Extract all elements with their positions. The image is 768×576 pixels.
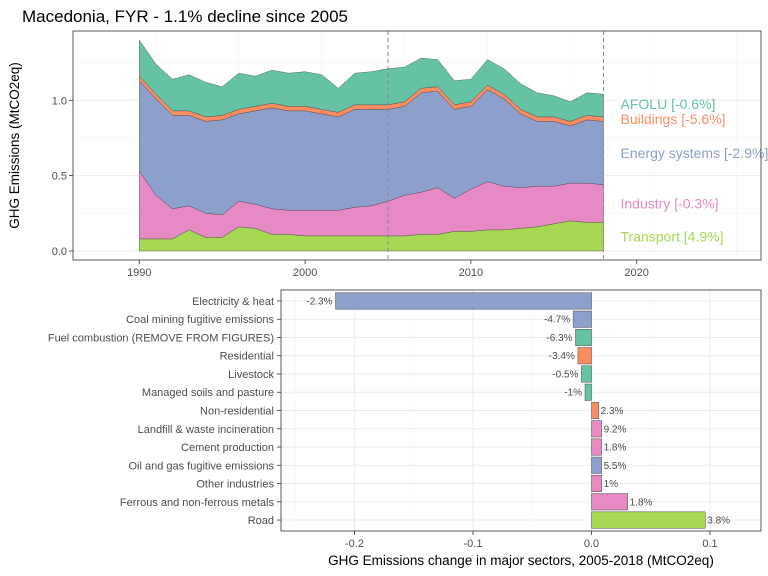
bottom-x-tick-label: -0.2 <box>345 538 364 550</box>
bar <box>591 402 599 419</box>
top-axis-ticks: 1990 2000 2010 2020 0.0 0.5 1.0 <box>52 95 649 279</box>
bottom-x-tick-label: -0.1 <box>464 538 483 550</box>
category-label: Other industries <box>196 479 274 491</box>
y-tick-label: 0.5 <box>52 171 67 183</box>
bar-data-label: -0.5% <box>552 369 578 380</box>
x-tick-label: 1990 <box>127 267 151 279</box>
bar-data-label: 3.8% <box>707 516 730 527</box>
bar-data-label: 2.3% <box>601 406 624 417</box>
bar <box>575 329 592 346</box>
bar-data-label: 1.8% <box>604 443 627 454</box>
series-label-buildings: Buildings [-5.6%] <box>621 111 726 127</box>
top-series-labels: Transport [4.9%] Industry [-0.3%] Energy s… <box>621 96 768 245</box>
bar <box>335 292 592 310</box>
y-tick-label: 0.0 <box>52 246 67 258</box>
category-label: Electricity & heat <box>192 296 274 308</box>
bar <box>591 511 706 529</box>
category-label: Cement production <box>181 442 274 454</box>
x-tick-label: 2000 <box>293 267 317 279</box>
bar <box>591 493 628 511</box>
series-label-afolu: AFOLU [-0.6%] <box>621 96 716 112</box>
category-label: Landfill & waste incineration <box>138 424 274 436</box>
bar-data-label: -6.3% <box>546 333 572 344</box>
x-tick-label: 2020 <box>624 267 648 279</box>
y-tick-label: 1.0 <box>52 95 67 107</box>
top-area-layers <box>139 39 604 252</box>
bar-data-label: 5.5% <box>604 461 627 472</box>
series-label-transport: Transport [4.9%] <box>621 229 724 245</box>
series-label-industry: Industry [-0.3%] <box>621 196 719 212</box>
bar-data-label: -4.7% <box>544 315 570 326</box>
category-label: Managed soils and pasture <box>142 387 274 399</box>
chart-title: Macedonia, FYR - 1.1% decline since 2005 <box>22 7 348 26</box>
x-tick-label: 2010 <box>459 267 483 279</box>
category-label: Road <box>248 515 274 527</box>
bar <box>591 438 602 456</box>
bar <box>572 310 592 328</box>
bar-data-label: -2.3% <box>306 296 332 307</box>
category-label: Coal mining fugitive emissions <box>126 314 274 326</box>
bar <box>581 365 592 383</box>
category-label: Oil and gas fugitive emissions <box>128 460 274 472</box>
top-y-axis-title: GHG Emissions (MtCO2eq) <box>7 62 22 229</box>
bar <box>591 456 602 474</box>
bar <box>591 475 602 492</box>
top-plot-border <box>72 30 762 261</box>
bar <box>577 347 592 365</box>
top-panel: Transport [4.9%] Industry [-0.3%] Energy s… <box>7 30 768 279</box>
bottom-data-labels: -2.3% -4.7% -6.3% -3.4% -0.5% -1% 2.3% 9.2% 1.8%… <box>306 296 730 526</box>
bottom-x-axis-title: GHG Emissions change in major sectors, 2… <box>328 553 714 568</box>
bar-data-label: 1.8% <box>630 497 653 508</box>
category-label: Livestock <box>228 369 274 381</box>
bar-data-label: -1% <box>564 388 582 399</box>
category-label: Fuel combustion (REMOVE FROM FIGURES) <box>48 332 274 344</box>
bar <box>591 420 602 438</box>
bottom-panel: -2.3% -4.7% -6.3% -3.4% -0.5% -1% 2.3% 9.2% 1.8%… <box>48 289 762 568</box>
category-label: Residential <box>220 351 274 363</box>
top-reference-lines <box>387 31 605 260</box>
series-label-energy-systems: Energy systems [-2.9%] <box>621 145 768 161</box>
bar-data-label: 9.2% <box>604 424 627 435</box>
bar-data-label: -3.4% <box>549 351 575 362</box>
bottom-gridlines <box>281 290 761 531</box>
bar-data-label: 1% <box>604 479 619 490</box>
bar <box>584 383 592 401</box>
bottom-x-tick-label: 0.0 <box>584 538 599 550</box>
bottom-x-tick-label: 0.1 <box>702 538 717 550</box>
category-label: Non-residential <box>200 406 274 418</box>
bottom-axis-ticks: Electricity & heat Coal mining fugitive e… <box>48 296 718 550</box>
category-label: Ferrous and non-ferrous metals <box>120 497 275 509</box>
bottom-bars <box>335 292 706 529</box>
